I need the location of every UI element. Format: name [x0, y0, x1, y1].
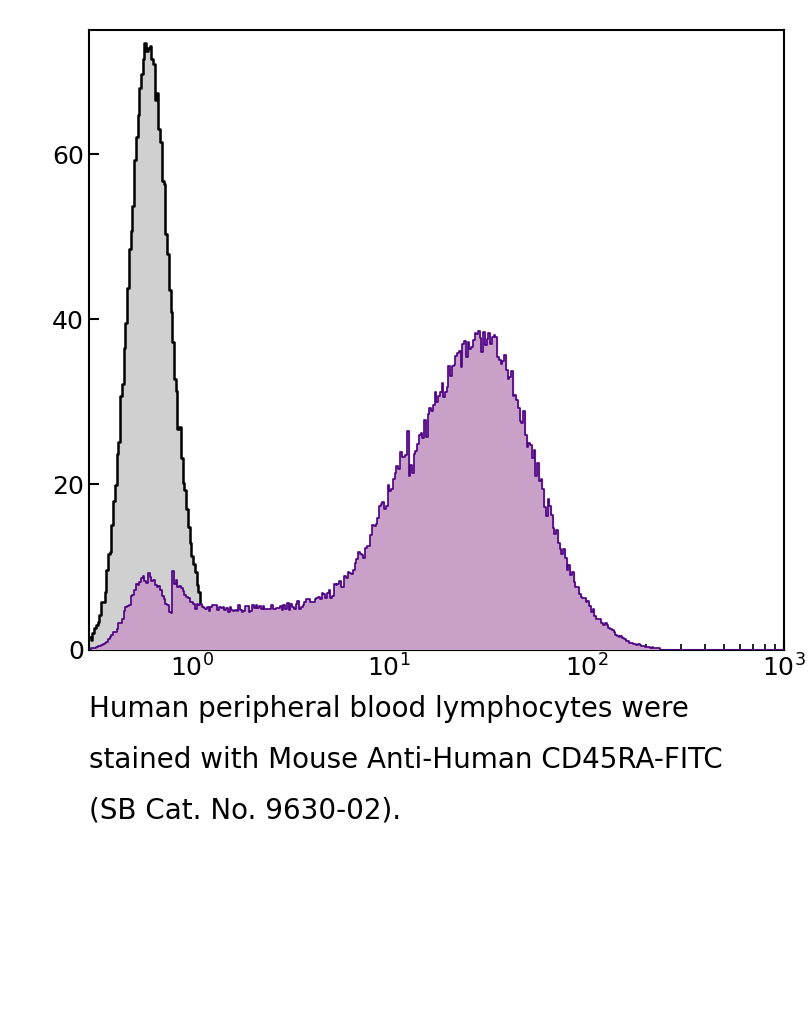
Text: (SB Cat. No. 9630-02).: (SB Cat. No. 9630-02). [89, 797, 401, 825]
Text: stained with Mouse Anti-Human CD45RA-FITC: stained with Mouse Anti-Human CD45RA-FIT… [89, 746, 722, 774]
Polygon shape [89, 43, 784, 650]
Polygon shape [89, 331, 784, 650]
Text: Human peripheral blood lymphocytes were: Human peripheral blood lymphocytes were [89, 695, 688, 724]
